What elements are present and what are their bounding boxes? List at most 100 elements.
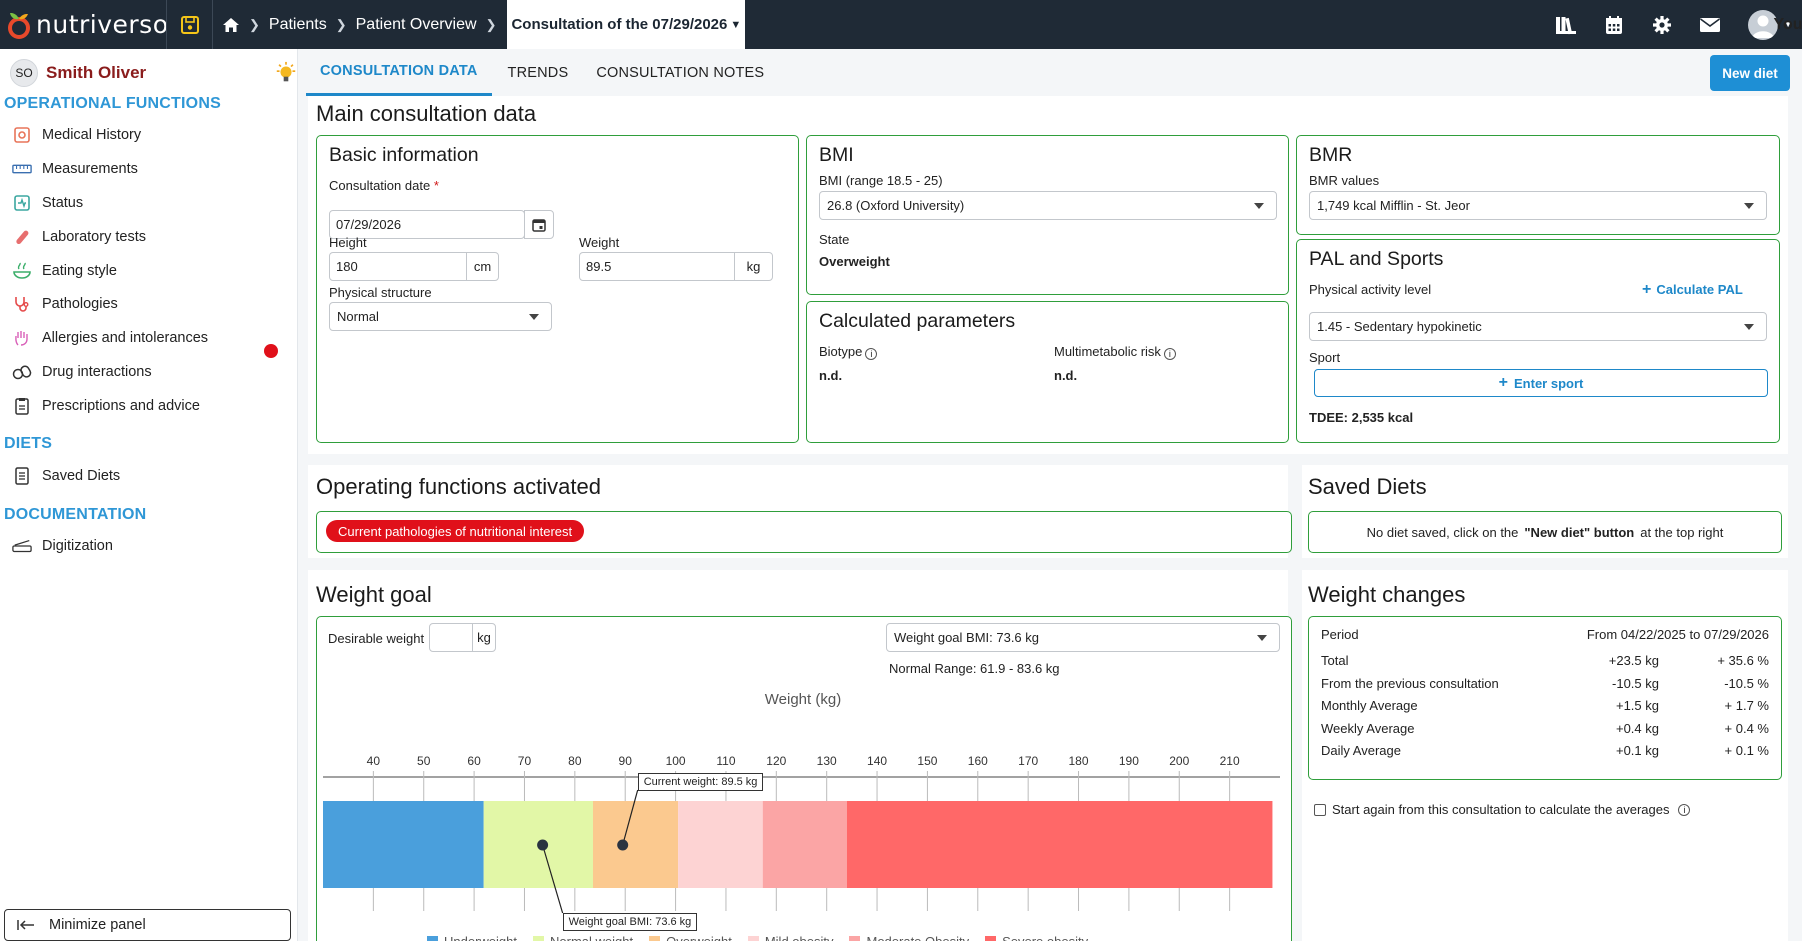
app-logo[interactable]: nutriverso	[6, 6, 169, 43]
bmr-value: 1,749 kcal Mifflin - St. Jeor	[1317, 198, 1470, 213]
library-button[interactable]	[1542, 0, 1590, 49]
multimetabolic-risk-label: Multimetabolic risk i	[1054, 344, 1176, 360]
weight-input[interactable]: 89.5	[579, 252, 735, 281]
weight-change-percent: -10.5 %	[1724, 675, 1769, 691]
current-weight-marker[interactable]	[617, 839, 629, 851]
multimetabolic-risk-value: n.d.	[1054, 368, 1078, 383]
sidebar-item-measurements[interactable]: Measurements	[12, 156, 138, 182]
breadcrumb: ❯ Patients ❯ Patient Overview ❯ Consulta…	[214, 0, 746, 49]
legend-item[interactable]: Moderate Obesity	[849, 934, 969, 941]
info-icon[interactable]: i	[1163, 348, 1176, 360]
save-button[interactable]	[166, 0, 213, 49]
sidebar-item-label: Prescriptions and advice	[42, 398, 200, 414]
consultation-date-label-text: Consultation date	[329, 178, 431, 193]
weight-changes-card: Period From 04/22/2025 to 07/29/2026 Tot…	[1308, 616, 1782, 780]
breadcrumb-overview[interactable]: Patient Overview	[355, 15, 477, 33]
current-weight-tooltip: Current weight: 89.5 kg	[637, 773, 764, 791]
calendar-button[interactable]	[1590, 0, 1638, 49]
x-tick-label: 190	[1118, 754, 1139, 768]
sidebar-item-saved-diets[interactable]: Saved Diets	[12, 463, 120, 489]
chevron-down-icon	[1257, 635, 1267, 641]
band-mild-obesity[interactable]	[678, 801, 763, 888]
eating-style-icon	[12, 261, 32, 281]
weight-goal-card: Desirable weight kg Weight goal BMI: 73.…	[316, 616, 1292, 941]
weight-goal-marker[interactable]	[537, 839, 549, 851]
saved-diets-panel: Saved Diets No diet saved, click on the …	[1302, 465, 1788, 558]
sidebar-item-label: Medical History	[42, 127, 142, 143]
sidebar-item-pathologies[interactable]: Pathologies	[12, 291, 118, 317]
physical-activity-select[interactable]: 1.45 - Sedentary hypokinetic	[1309, 312, 1767, 341]
calendar-icon	[1606, 15, 1623, 34]
consultation-date-input[interactable]: 07/29/2026	[329, 210, 525, 239]
state-value: Overweight	[819, 254, 890, 269]
band-overweight[interactable]	[592, 801, 679, 888]
physical-structure-select[interactable]: Normal	[329, 302, 552, 331]
tab-consultation-notes[interactable]: CONSULTATION NOTES	[596, 64, 765, 81]
sidebar-item-prescriptions[interactable]: Prescriptions and advice	[12, 393, 200, 419]
breadcrumb-patients[interactable]: Patients	[268, 15, 327, 33]
weight-goal-select[interactable]: Weight goal BMI: 73.6 kg	[886, 623, 1280, 652]
breadcrumb-current-consultation[interactable]: Consultation of the 07/29/2026 ▼	[507, 0, 746, 49]
legend-item[interactable]: Overweight	[649, 934, 732, 941]
date-picker-button[interactable]	[524, 210, 554, 239]
legend-swatch	[649, 936, 661, 941]
calculate-pal-link[interactable]: + Calculate PAL	[1642, 281, 1743, 299]
messages-button[interactable]	[1686, 0, 1734, 49]
band-moderate-obesity[interactable]	[762, 801, 847, 888]
sidebar-item-allergies[interactable]: Allergies and intolerances	[12, 325, 208, 351]
settings-button[interactable]	[1638, 0, 1686, 49]
weight-change-percent: + 0.4 %	[1724, 720, 1769, 736]
new-diet-button[interactable]: New diet	[1710, 55, 1790, 91]
home-icon[interactable]	[222, 17, 240, 33]
enter-sport-button[interactable]: + Enter sport	[1314, 369, 1768, 397]
caret-down-icon: ▼	[1784, 19, 1792, 29]
calculated-parameters-title: Calculated parameters	[819, 310, 1016, 332]
chevron-right-icon: ❯	[485, 16, 497, 32]
chevron-right-icon: ❯	[335, 16, 347, 32]
tab-trends[interactable]: TRENDS	[507, 64, 569, 81]
ruler-icon	[12, 159, 32, 179]
weight-changes-row: From the previous consultation -10.5 kg -1…	[1321, 676, 1769, 694]
user-menu[interactable]: You ▼	[1748, 9, 1802, 40]
legend-item[interactable]: Severe obesity	[985, 934, 1088, 941]
height-unit: cm	[466, 252, 499, 281]
restart-averages-checkbox[interactable]	[1314, 803, 1326, 816]
x-tick-label: 200	[1169, 754, 1190, 768]
legend-item[interactable]: Normal weight	[533, 934, 633, 941]
tab-consultation-data[interactable]: CONSULTATION DATA	[306, 49, 492, 96]
sidebar-item-drug-interactions[interactable]: Drug interactions	[12, 359, 152, 385]
calculate-pal-label: Calculate PAL	[1656, 282, 1743, 297]
desirable-weight-input[interactable]	[429, 623, 473, 652]
band-underweight[interactable]	[323, 801, 484, 888]
plus-icon: +	[1498, 374, 1508, 391]
sidebar-item-label: Allergies and intolerances	[42, 330, 209, 346]
info-icon[interactable]: i	[865, 348, 878, 360]
pathologies-alert-dot	[264, 344, 278, 358]
weight-change-label: From the previous consultation	[1321, 675, 1499, 691]
bmi-select[interactable]: 26.8 (Oxford University)	[819, 191, 1277, 220]
sidebar-item-medical-history[interactable]: Medical History	[12, 122, 141, 148]
document-icon	[12, 466, 32, 486]
desirable-weight-unit: kg	[472, 623, 496, 652]
legend-item[interactable]: Underweight	[427, 934, 517, 941]
sidebar-item-digitization[interactable]: Digitization	[12, 533, 113, 559]
sidebar-item-laboratory-tests[interactable]: Laboratory tests	[12, 224, 146, 250]
x-tick-label: 130	[816, 754, 837, 768]
books-icon	[1556, 16, 1577, 34]
pathologies-badge[interactable]: Current pathologies of nutritional inter…	[326, 520, 585, 542]
weight-changes-title: Weight changes	[1308, 582, 1466, 607]
height-input[interactable]: 180	[329, 252, 467, 281]
patient-header[interactable]: SO Smith Oliver	[10, 59, 146, 87]
legend-item[interactable]: Mild obesity	[747, 934, 833, 941]
minimize-panel-button[interactable]: Minimize panel	[4, 909, 291, 941]
plus-icon: +	[1642, 281, 1652, 298]
chevron-down-icon	[1744, 324, 1754, 330]
lightbulb-icon[interactable]	[274, 61, 298, 85]
bmr-select[interactable]: 1,749 kcal Mifflin - St. Jeor	[1309, 191, 1767, 220]
sidebar-item-status[interactable]: Status	[12, 190, 83, 216]
sport-label: Sport	[1309, 350, 1341, 365]
info-icon[interactable]: i	[1678, 803, 1691, 816]
calendar-icon	[532, 218, 546, 232]
sidebar-item-eating-style[interactable]: Eating style	[12, 258, 117, 284]
band-severe-obesity[interactable]	[846, 801, 1273, 888]
